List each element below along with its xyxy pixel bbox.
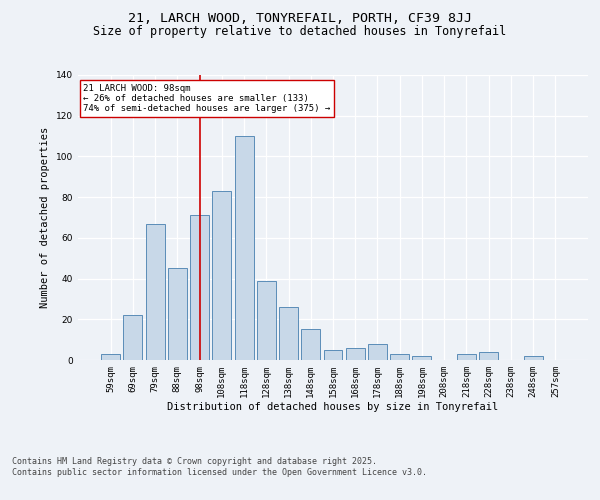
- Text: Size of property relative to detached houses in Tonyrefail: Size of property relative to detached ho…: [94, 25, 506, 38]
- Text: Distribution of detached houses by size in Tonyrefail: Distribution of detached houses by size …: [167, 402, 499, 412]
- Y-axis label: Number of detached properties: Number of detached properties: [40, 127, 50, 308]
- Bar: [212, 191, 231, 360]
- Text: 21, LARCH WOOD, TONYREFAIL, PORTH, CF39 8JJ: 21, LARCH WOOD, TONYREFAIL, PORTH, CF39 …: [128, 12, 472, 26]
- Bar: [368, 344, 387, 360]
- Text: 21 LARCH WOOD: 98sqm
← 26% of detached houses are smaller (133)
74% of semi-deta: 21 LARCH WOOD: 98sqm ← 26% of detached h…: [83, 84, 331, 114]
- Bar: [190, 216, 209, 360]
- Bar: [479, 352, 498, 360]
- Bar: [323, 350, 343, 360]
- Bar: [168, 268, 187, 360]
- Bar: [257, 280, 276, 360]
- Bar: [346, 348, 365, 360]
- Bar: [124, 315, 142, 360]
- Bar: [101, 354, 120, 360]
- Bar: [457, 354, 476, 360]
- Bar: [524, 356, 542, 360]
- Bar: [301, 330, 320, 360]
- Bar: [412, 356, 431, 360]
- Bar: [390, 354, 409, 360]
- Bar: [146, 224, 164, 360]
- Text: Contains HM Land Registry data © Crown copyright and database right 2025.
Contai: Contains HM Land Registry data © Crown c…: [12, 458, 427, 477]
- Bar: [279, 307, 298, 360]
- Bar: [235, 136, 254, 360]
